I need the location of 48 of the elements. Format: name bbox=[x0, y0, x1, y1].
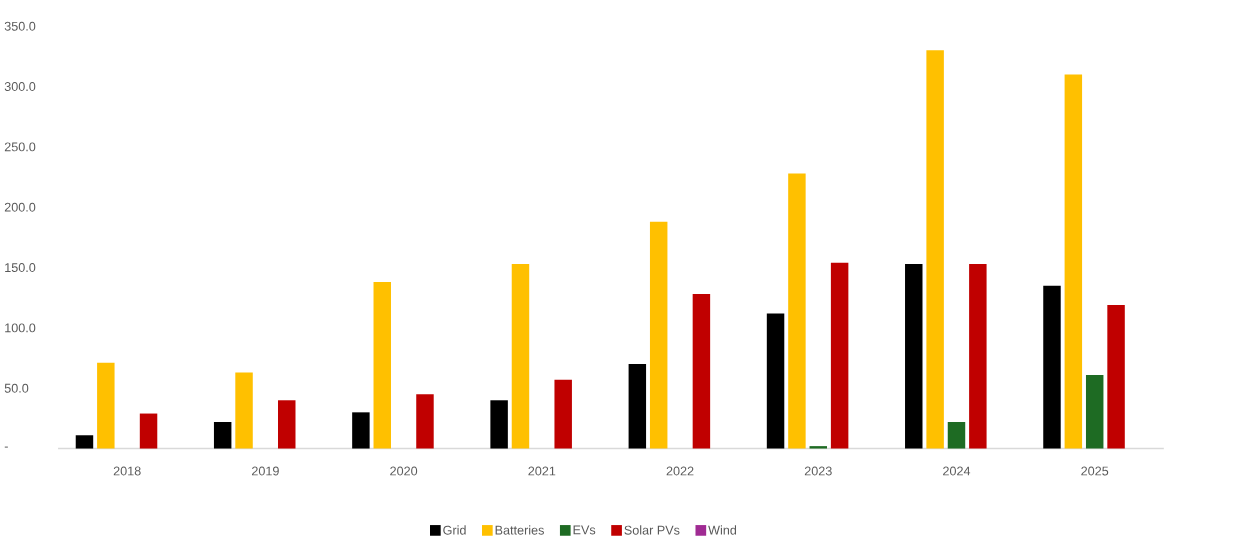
y-tick-label: 150.0 bbox=[5, 263, 36, 273]
bar bbox=[278, 400, 296, 449]
bar bbox=[416, 394, 434, 449]
x-tick-label: 2021 bbox=[528, 466, 556, 476]
bar bbox=[830, 262, 849, 449]
bar bbox=[1043, 285, 1061, 449]
x-tick-label: 2020 bbox=[390, 466, 418, 476]
y-tick-label: 350.0 bbox=[4, 21, 36, 31]
y-tick-label: 100.0 bbox=[5, 323, 36, 333]
y-tick-label: 250.0 bbox=[4, 142, 36, 152]
bar bbox=[139, 413, 158, 449]
bar bbox=[969, 264, 987, 449]
bar bbox=[352, 412, 370, 449]
y-tick-label: 300.0 bbox=[4, 82, 36, 92]
x-tick-label: 2018 bbox=[113, 466, 141, 476]
bar bbox=[692, 294, 711, 449]
bar bbox=[766, 313, 785, 449]
bar bbox=[809, 446, 828, 449]
x-tick-label: 2025 bbox=[1081, 466, 1109, 476]
bar bbox=[373, 282, 391, 449]
legend-label: Batteries bbox=[495, 525, 544, 535]
x-tick-label: 2024 bbox=[943, 466, 971, 476]
x-tick-label: 2022 bbox=[666, 466, 694, 476]
legend-label: EVs bbox=[573, 525, 596, 535]
bar bbox=[926, 50, 944, 449]
bar bbox=[1085, 375, 1104, 449]
x-tick-label: 2023 bbox=[804, 466, 832, 476]
bar bbox=[628, 364, 647, 449]
bar bbox=[554, 379, 572, 449]
legend-label: Grid bbox=[443, 525, 466, 535]
bar bbox=[75, 435, 94, 449]
bar bbox=[213, 422, 232, 449]
bar bbox=[235, 372, 253, 449]
x-tick-label: 2019 bbox=[252, 466, 279, 476]
bar bbox=[1064, 74, 1083, 449]
y-tick-label: 200.0 bbox=[4, 202, 36, 212]
bar bbox=[1107, 305, 1125, 449]
legend-label: Wind bbox=[708, 525, 737, 535]
bar bbox=[947, 422, 966, 449]
legend-label: Solar PVs bbox=[624, 525, 680, 535]
bar bbox=[905, 264, 923, 449]
y-tick-label: - bbox=[4, 446, 8, 448]
y-tick-label: 50.0 bbox=[4, 383, 29, 393]
bar bbox=[511, 264, 530, 449]
bar bbox=[788, 173, 806, 449]
bar bbox=[649, 221, 668, 449]
bar bbox=[490, 400, 508, 449]
bar bbox=[97, 362, 115, 449]
